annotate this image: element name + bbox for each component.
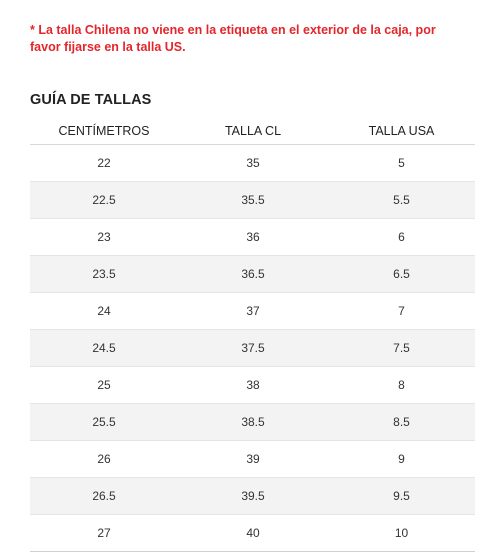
cell-centimetros: 22 [97,156,111,170]
cell-talla-cl: 36 [246,230,260,244]
cell-centimetros: 27 [97,526,111,540]
cell-talla-cl: 37 [246,304,260,318]
table-row: 25 38 8 [30,367,475,404]
cell-talla-cl: 36.5 [241,267,265,281]
cell-talla-usa: 7 [398,304,405,318]
table-row: 23.5 36.5 6.5 [30,256,475,293]
cell-talla-usa: 5 [398,156,405,170]
cell-centimetros: 24.5 [92,341,116,355]
cell-talla-usa: 5.5 [393,193,410,207]
header-talla-cl: TALLA CL [224,124,282,138]
cell-talla-cl: 35 [246,156,260,170]
cell-centimetros: 26.5 [92,489,116,503]
cell-talla-cl: 39 [246,452,260,466]
cell-talla-usa: 7.5 [393,341,410,355]
cell-talla-usa: 6 [398,230,405,244]
size-notice: * La talla Chilena no viene en la etique… [30,22,450,56]
cell-talla-usa: 10 [394,526,409,540]
header-centimetros: CENTÍMETROS [58,124,150,138]
cell-talla-cl: 39.5 [241,489,265,503]
cell-talla-usa: 8.5 [393,415,410,429]
table-row: 27 40 10 [30,515,475,552]
table-row: 22.5 35.5 5.5 [30,182,475,219]
cell-talla-cl: 38.5 [241,415,265,429]
cell-talla-cl: 35.5 [241,193,265,207]
header-talla-usa: TALLA USA [368,124,435,138]
size-table: CENTÍMETROS TALLA CL TALLA USA 22 35 5 22.5… [30,118,475,552]
table-row: 22 35 5 [30,145,475,182]
cell-talla-usa: 8 [398,378,405,392]
cell-centimetros: 23 [97,230,111,244]
cell-talla-cl: 38 [246,378,260,392]
cell-centimetros: 25 [97,378,111,392]
cell-centimetros: 23.5 [92,267,116,281]
cell-centimetros: 25.5 [92,415,116,429]
size-table-header: CENTÍMETROS TALLA CL TALLA USA [30,118,475,145]
table-row: 24.5 37.5 7.5 [30,330,475,367]
table-row: 26 39 9 [30,441,475,478]
size-notice-line-2: favor fijarse en la talla US. [30,40,186,54]
cell-talla-usa: 6.5 [393,267,410,281]
table-row: 23 36 6 [30,219,475,256]
table-row: 24 37 7 [30,293,475,330]
cell-centimetros: 24 [97,304,111,318]
cell-talla-usa: 9.5 [393,489,410,503]
cell-centimetros: 26 [97,452,111,466]
cell-talla-cl: 37.5 [241,341,265,355]
cell-talla-cl: 40 [246,526,260,540]
table-row: 25.5 38.5 8.5 [30,404,475,441]
cell-centimetros: 22.5 [92,193,116,207]
size-notice-line-1: * La talla Chilena no viene en la etique… [30,23,436,37]
table-row: 26.5 39.5 9.5 [30,478,475,515]
size-table-body: 22 35 5 22.5 35.5 5.5 23 36 6 23.5 36.5 6.5 24 37 7 24.… [30,145,475,552]
cell-talla-usa: 9 [398,452,405,466]
size-guide-title: GUÍA DE TALLAS [30,92,152,108]
